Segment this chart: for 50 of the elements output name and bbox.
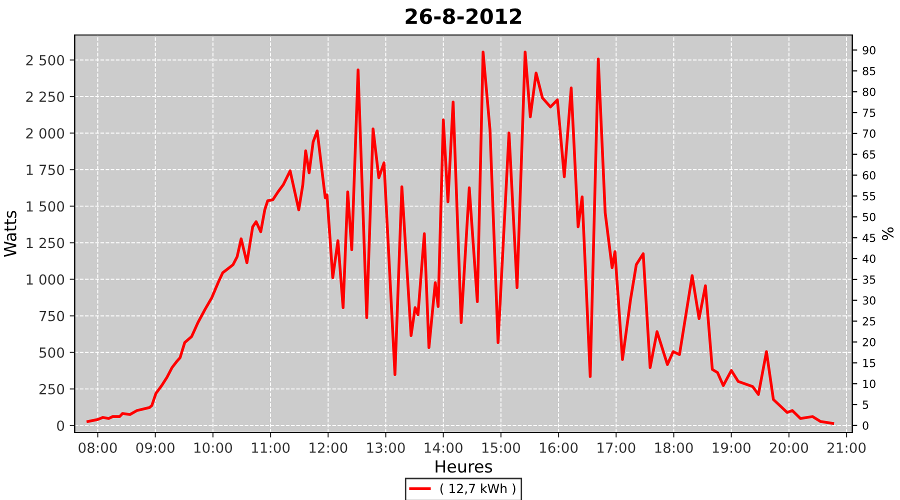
y-tick-label: 2 000 — [26, 128, 64, 139]
y2-tick-label: 20 — [862, 338, 876, 346]
y2-tick-label: 5 — [862, 400, 868, 409]
y2-tick-label: 25 — [862, 317, 876, 326]
y2-tick-label: 10 — [863, 380, 876, 388]
legend-label: ( 12,7 kWh ) — [440, 484, 516, 495]
y2-tick-label: 80 — [862, 88, 876, 96]
y2-tick-label: 60 — [862, 171, 876, 180]
y2-tick-label: 90 — [862, 46, 876, 54]
x-tick-label: 08:00 — [78, 442, 117, 453]
x-tick-label: 17:00 — [598, 442, 636, 453]
y-axis-title: Watts — [4, 210, 16, 257]
y-tick-label: 1 750 — [26, 164, 64, 176]
x-tick-label: 19:00 — [712, 442, 750, 453]
y-tick-label: 250 — [39, 384, 64, 394]
y2-tick-label: 45 — [862, 234, 876, 242]
line-series — [86, 50, 834, 425]
y2-tick-label: 35 — [862, 275, 876, 284]
x-tick-label: 09:00 — [136, 442, 174, 453]
y-tick-label: 0 — [57, 420, 64, 431]
x-tick-label: 15:00 — [482, 442, 520, 453]
x-tick-label: 13:00 — [367, 442, 405, 453]
y-tick-label: 750 — [40, 310, 64, 322]
y2-tick-label: 50 — [862, 212, 876, 222]
x-tick-label: 21:00 — [828, 442, 866, 453]
x-axis-title: Heures — [436, 460, 492, 473]
y2-axis-title: % — [882, 227, 894, 240]
y-tick-label: 2 500 — [26, 54, 64, 66]
y-tick-label: 1 250 — [26, 238, 64, 248]
chart-title: 26-8-2012 — [406, 8, 522, 24]
y2-tick-label: 65 — [862, 150, 876, 159]
y2-tick-label: 70 — [862, 129, 876, 138]
x-tick-label: 12:00 — [310, 442, 348, 453]
y2-tick-label: 15 — [863, 358, 876, 368]
y2-tick-label: 55 — [862, 192, 876, 200]
y-tick-label: 500 — [40, 347, 64, 358]
x-tick-label: 11:00 — [252, 442, 290, 453]
y2-tick-label: 85 — [862, 66, 876, 76]
x-tick-label: 18:00 — [655, 442, 693, 453]
y2-tick-label: 30 — [862, 296, 876, 305]
x-tick-label: 20:00 — [770, 442, 808, 453]
y2-tick-label: 40 — [862, 254, 876, 263]
y-tick-label: 2 250 — [26, 92, 64, 102]
y-tick-label: 1 500 — [26, 201, 64, 212]
y2-tick-label: 75 — [862, 108, 876, 117]
y-tick-label: 1 000 — [26, 274, 64, 285]
x-tick-label: 16:00 — [540, 442, 578, 453]
y2-tick-label: 0 — [862, 421, 868, 430]
x-tick-label: 10:00 — [194, 442, 232, 453]
x-tick-label: 14:00 — [424, 442, 462, 453]
